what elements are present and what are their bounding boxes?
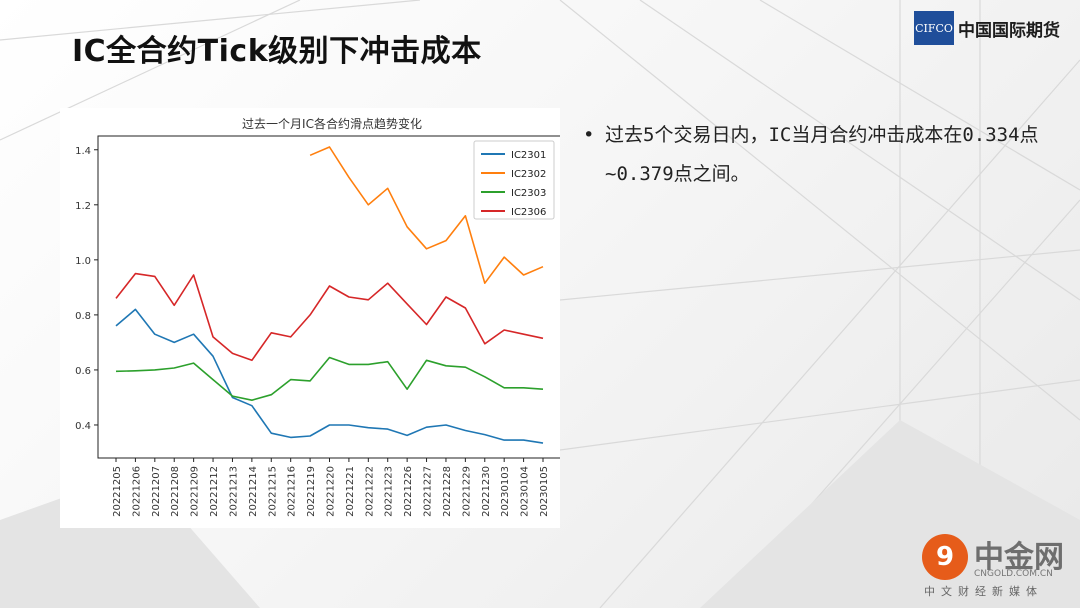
- x-tick-label: 20221212: [209, 466, 220, 517]
- series-line-ic2302: [309, 146, 544, 284]
- series-line-ic2306: [115, 272, 544, 362]
- x-tick-label: 20230103: [500, 466, 511, 517]
- x-tick-label: 20221226: [403, 466, 414, 517]
- x-tick-label: 20221206: [131, 466, 142, 517]
- series-line-ic2303: [115, 356, 544, 401]
- chart-title: 过去一个月IC各合约滑点趋势变化: [242, 116, 422, 131]
- x-tick-label: 20221223: [384, 466, 395, 517]
- x-tick-label: 20221228: [442, 466, 453, 517]
- y-tick-label: 0.4: [75, 421, 91, 432]
- x-tick-label: 20221209: [190, 466, 201, 517]
- watermark-name: 中金网: [974, 540, 1064, 575]
- x-tick-label: 20221220: [326, 466, 337, 517]
- x-tick-label: 20230105: [539, 466, 550, 517]
- chart-panel: 过去一个月IC各合约滑点趋势变化 0.4 0.6 0.8 1.0 1.2 1.4 2022…: [60, 108, 562, 528]
- y-tick-label: 1.0: [75, 256, 91, 267]
- x-tick-label: 20221214: [248, 466, 259, 517]
- x-tick-label: 20230104: [520, 466, 531, 517]
- watermark-logo: 9 中金网 CNGOLD.COM.CN 中文财经新媒体: [922, 532, 1072, 602]
- watermark-slogan: 中文财经新媒体: [924, 585, 1043, 598]
- x-tick-label: 20221216: [287, 466, 298, 517]
- y-tick-label: 0.6: [75, 366, 91, 377]
- x-tick-label: 20221221: [345, 466, 356, 517]
- y-axis: 0.4 0.6 0.8 1.0 1.2 1.4: [75, 146, 98, 432]
- legend-box: [473, 140, 555, 220]
- legend-label: IC2306: [511, 207, 546, 218]
- x-tick-label: 20221227: [423, 466, 434, 517]
- x-tick-label: 20221215: [267, 466, 278, 517]
- y-tick-label: 1.4: [75, 146, 91, 157]
- legend-label: IC2303: [511, 188, 546, 199]
- x-tick-label: 20221208: [170, 466, 181, 517]
- bullet-dot-icon: •: [583, 124, 595, 146]
- cngold-mark-icon: 9: [922, 534, 968, 580]
- series-lines: [115, 146, 544, 444]
- series-line-ic2301: [115, 308, 544, 444]
- x-tick-label: 20221229: [461, 466, 472, 517]
- y-tick-label: 1.2: [75, 201, 91, 212]
- x-tick-label: 20221205: [112, 466, 123, 517]
- x-tick-label: 20221219: [306, 466, 317, 517]
- x-tick-label: 20221222: [364, 466, 375, 517]
- chart-legend: IC2301 IC2302 IC2303 IC2306: [473, 140, 555, 220]
- legend-label: IC2302: [511, 169, 546, 180]
- legend-label: IC2301: [511, 150, 546, 161]
- watermark-domain: CNGOLD.COM.CN: [974, 569, 1053, 579]
- x-tick-label: 20221207: [151, 466, 162, 517]
- company-name: 中国国际期货: [958, 20, 1060, 41]
- company-logo: CIFCO 中国国际期货: [914, 10, 1060, 46]
- bullet-text: 过去5个交易日内，IC当月合约冲击成本在0.334点~0.379点之间。: [605, 124, 1039, 185]
- slippage-line-chart: 过去一个月IC各合约滑点趋势变化 0.4 0.6 0.8 1.0 1.2 1.4 2022…: [75, 116, 562, 517]
- slide-title: IC全合约Tick级别下冲击成本: [72, 34, 482, 69]
- x-axis: 20221205 20221206 20221207 20221208 20221209…: [112, 458, 550, 517]
- x-tick-label: 20221230: [481, 466, 492, 517]
- y-tick-label: 0.8: [75, 311, 91, 322]
- x-tick-label: 20221213: [228, 466, 239, 517]
- cifco-mark: CIFCO: [914, 11, 954, 45]
